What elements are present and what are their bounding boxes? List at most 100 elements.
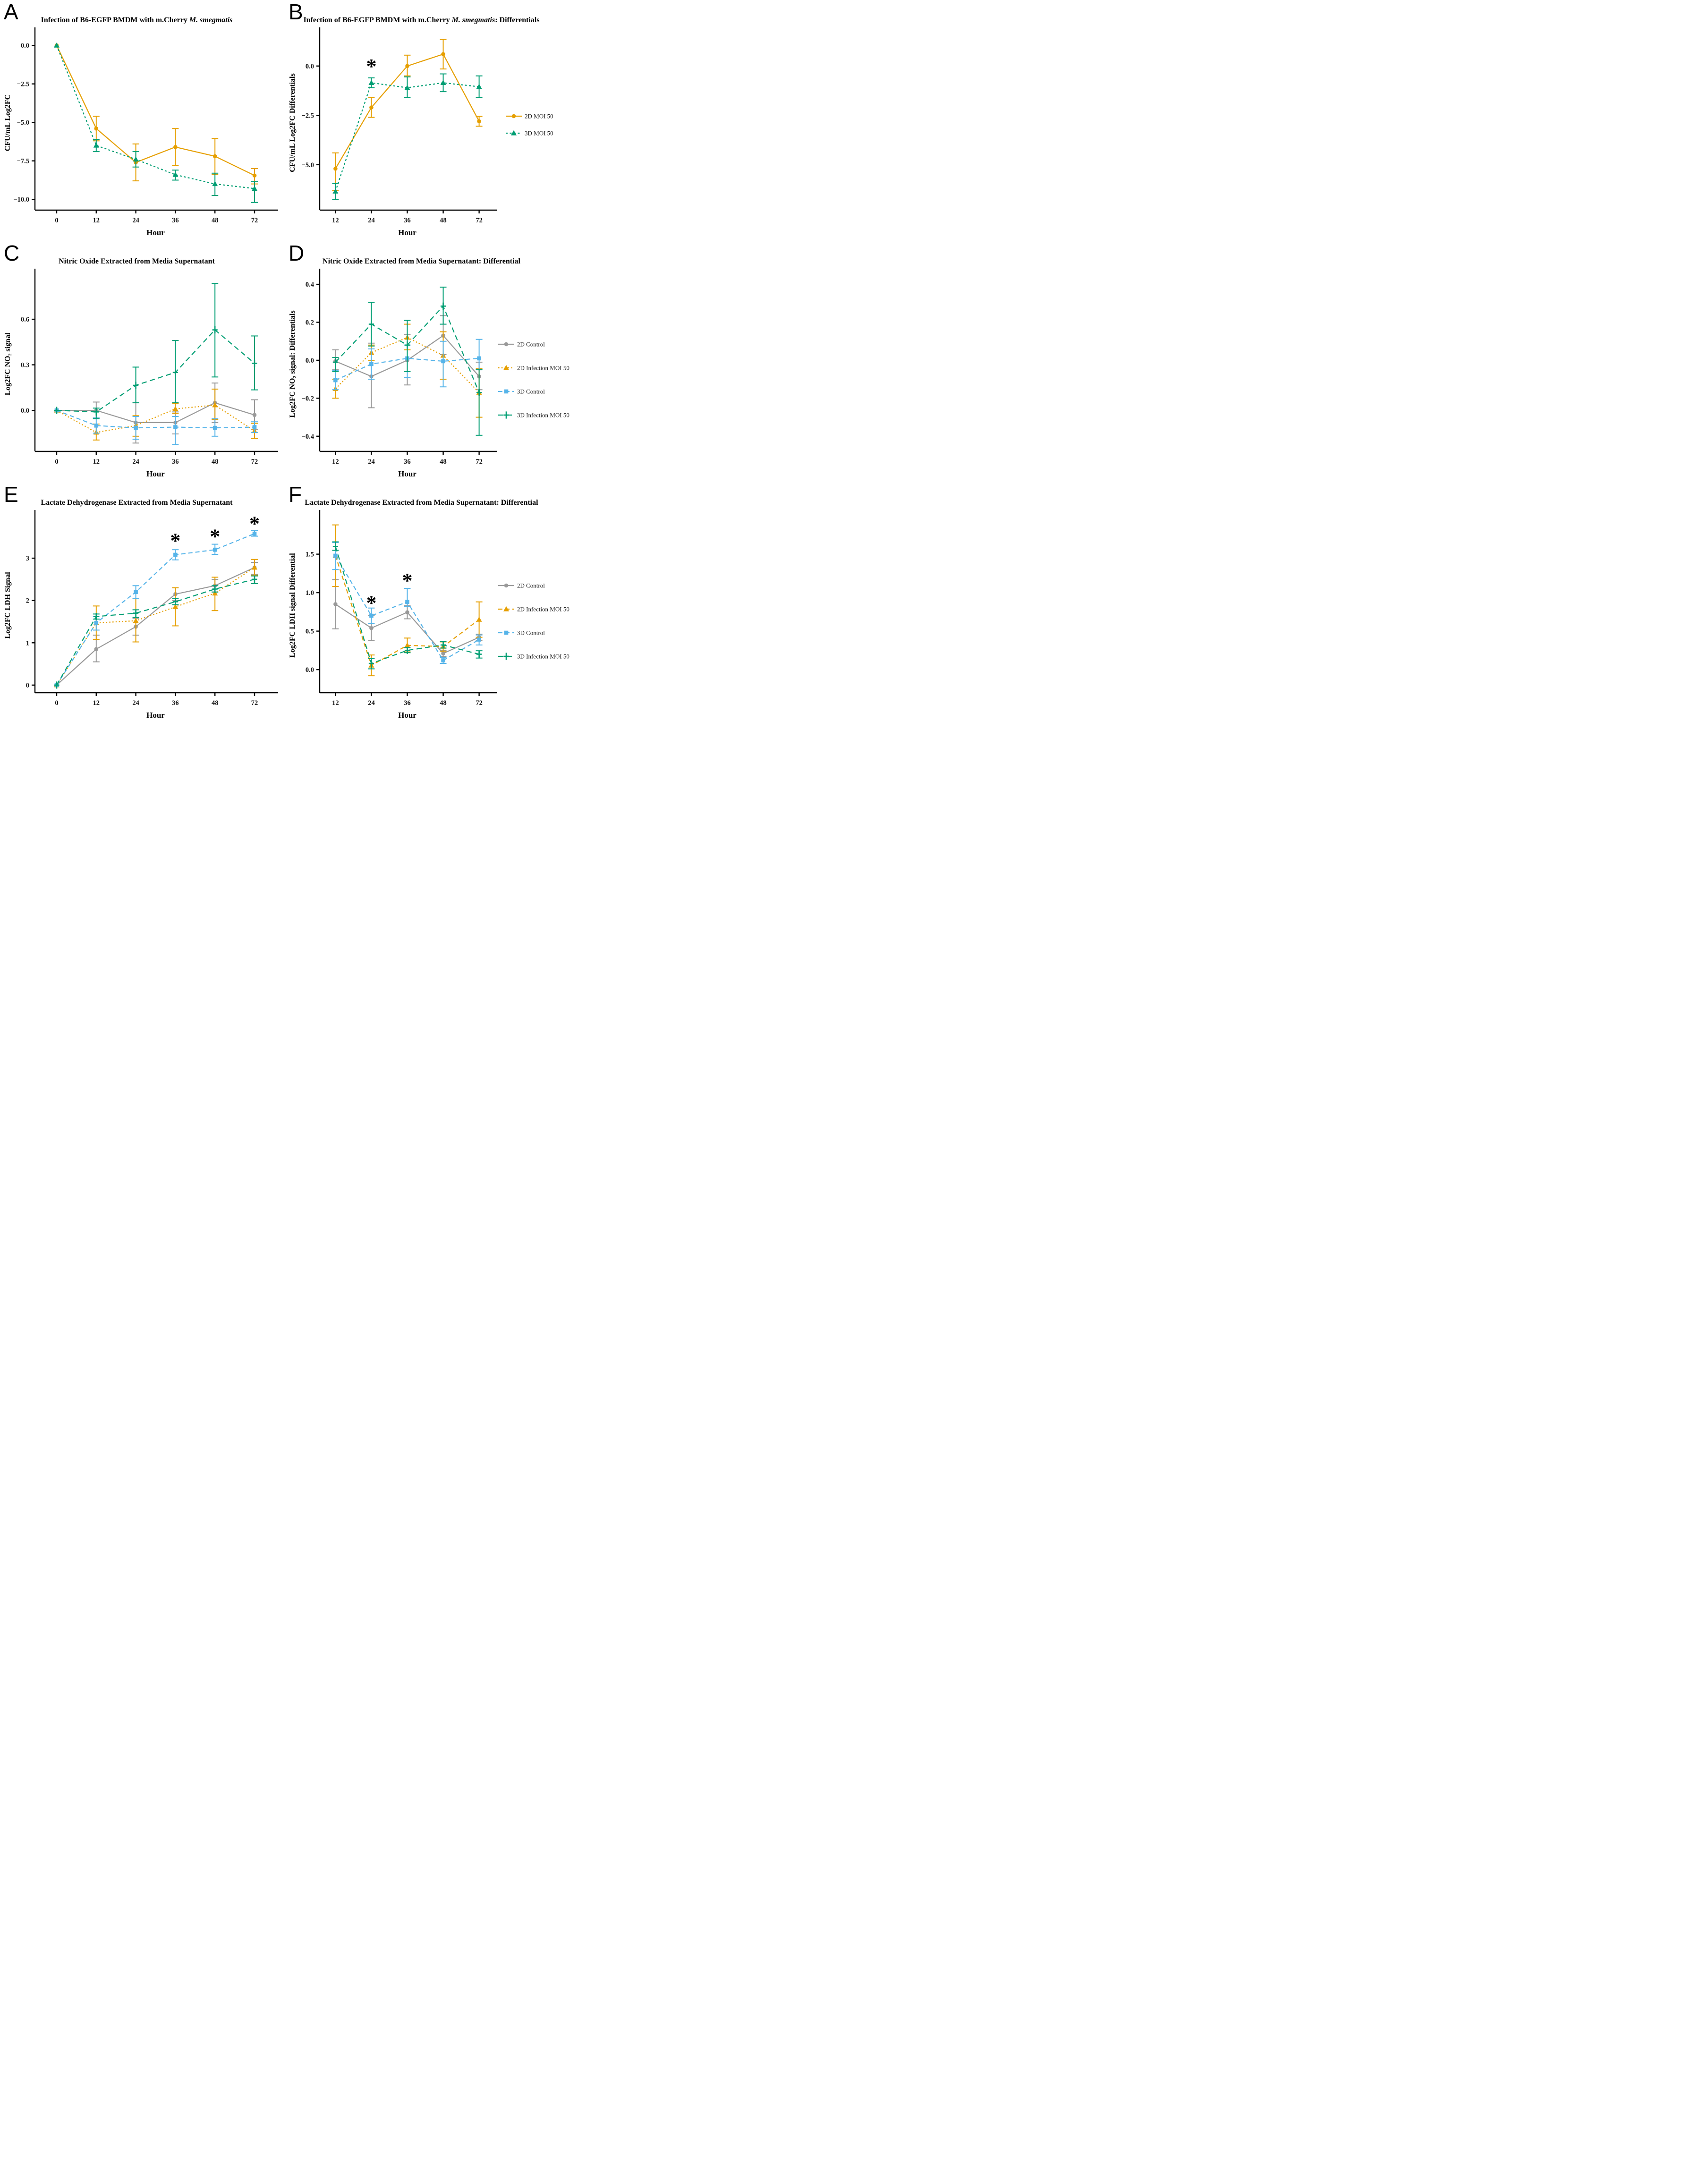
markers-3d-infection-moi-50 <box>54 326 257 416</box>
panel-f: F Lactate Dehydrogenase Extracted from M… <box>285 482 569 724</box>
marker-square <box>252 425 257 429</box>
y-tick-label: 0.0 <box>21 407 29 415</box>
panel-b: B Infection of B6-EGFP BMDM with m.Cherr… <box>285 0 569 241</box>
series-line-2d-control <box>56 402 255 423</box>
series-line-2d-infection-moi-50 <box>56 404 255 433</box>
panel-title: Nitric Oxide Extracted from Media Supern… <box>292 257 551 266</box>
x-tick-label: 12 <box>93 699 100 707</box>
legend-label: 3D Control <box>517 388 545 395</box>
panel-letter: A <box>4 0 18 24</box>
x-tick-label: 24 <box>368 699 375 707</box>
y-axis-label: CFU/mL Log2FC <box>4 94 12 152</box>
legend-item-3d-infection-moi-50: 3D Infection MOI 50 <box>498 653 569 660</box>
marker-square <box>173 425 178 429</box>
y-tick-label: 0.4 <box>306 281 314 289</box>
marker-triangle <box>172 406 178 411</box>
y-tick-label: −0.4 <box>302 433 314 441</box>
x-axis-label: Hour <box>146 711 165 720</box>
marker-square <box>212 425 217 430</box>
x-tick-label: 72 <box>251 217 258 224</box>
legend-label: 2D Control <box>517 582 545 589</box>
series-line-3d-moi-50 <box>335 82 479 192</box>
y-tick-label: −5.0 <box>302 161 314 169</box>
panel-title-suffix: : Differentials <box>495 16 540 24</box>
marker-square <box>477 356 481 361</box>
x-tick-label: 48 <box>440 699 447 707</box>
panel-letter: C <box>4 241 20 265</box>
markers-3d-moi-50 <box>332 80 482 194</box>
y-tick-label: 0.0 <box>306 357 314 365</box>
marker-triangle <box>133 156 139 162</box>
y-tick-label: 0.3 <box>21 362 29 369</box>
figure-grid: A Infection of B6-EGFP BMDM with m.Cherr… <box>0 0 569 724</box>
series-line-3d-moi-50 <box>56 45 255 189</box>
x-tick-label: 0 <box>55 699 58 707</box>
legend: 2D MOI 50 3D MOI 50 <box>506 113 553 137</box>
marker-triangle <box>252 564 258 570</box>
marker-square <box>477 637 481 642</box>
series-line-2d-control <box>56 567 255 686</box>
legend-label: 2D Infection MOI 50 <box>517 606 569 613</box>
panel-title-text: Nitric Oxide Extracted from Media Supern… <box>323 257 520 265</box>
marker-circle <box>94 647 99 652</box>
x-tick-label: 48 <box>212 458 219 466</box>
x-tick-label: 12 <box>93 217 100 224</box>
markers-2d-control <box>54 565 257 688</box>
panel-title-text: Infection of B6-EGFP BMDM with m.Cherry <box>41 16 189 24</box>
x-tick-label: 72 <box>476 217 483 224</box>
marker-triangle <box>476 84 482 89</box>
legend-item-2d-control: 2D Control <box>498 341 545 348</box>
marker-square <box>369 613 374 618</box>
x-tick-label: 0 <box>55 217 58 224</box>
series-line-3d-infection-moi-50 <box>56 329 255 413</box>
x-tick-label: 12 <box>93 458 100 466</box>
error-bars-3d-control <box>93 416 258 445</box>
legend-label: 2D Control <box>517 341 545 348</box>
panel-title: Infection of B6-EGFP BMDM with m.Cherry … <box>292 16 551 25</box>
y-tick-label: 2 <box>26 597 29 605</box>
x-axis-label: Hour <box>398 711 416 720</box>
marker-triangle <box>212 590 218 596</box>
markers-2d-infection-moi-50 <box>53 564 258 688</box>
panel-d: D Nitric Oxide Extracted from Media Supe… <box>285 241 569 483</box>
y-tick-label: −2.5 <box>302 112 314 119</box>
y-tick-label: 1.0 <box>306 589 314 597</box>
panel-title-text: Infection of B6-EGFP BMDM with m.Cherry <box>303 16 452 24</box>
marker-circle <box>405 64 409 68</box>
marker-triangle <box>252 186 258 191</box>
markers-2d-moi-50 <box>54 43 257 178</box>
x-axis-label: Hour <box>146 469 165 478</box>
marker-triangle <box>172 603 178 609</box>
legend-label: 2D Infection MOI 50 <box>517 365 569 372</box>
marker-square <box>134 590 138 594</box>
legend-item-2d-infection-moi-50: 2D Infection MOI 50 <box>498 365 569 372</box>
panel-chart: 0.0 −2.5 −5.0 12 24 36 48 72 * 2D MOI 50 3D MOI 50 <box>302 27 553 224</box>
x-tick-label: 48 <box>212 217 219 224</box>
x-tick-label: 12 <box>332 458 339 466</box>
y-tick-label: 0.0 <box>306 666 314 674</box>
legend-item-3d-infection-moi-50: 3D Infection MOI 50 <box>498 411 569 419</box>
y-tick-label: 3 <box>26 555 29 562</box>
y-tick-label: 1.5 <box>306 551 314 559</box>
significance-asterisk: * <box>366 55 376 78</box>
x-tick-label: 0 <box>55 458 58 466</box>
y-tick-label: −0.2 <box>302 395 314 402</box>
marker-square <box>441 359 445 364</box>
marker-square <box>405 600 409 604</box>
marker-square <box>333 553 338 558</box>
x-tick-label: 24 <box>132 458 139 466</box>
markers-3d-infection-moi-50 <box>332 302 482 396</box>
y-axis-label: Log2FC NO₂ signal <box>4 332 12 396</box>
series-line-3d-control <box>335 357 479 381</box>
panel-title: Infection of B6-EGFP BMDM with m.Cherry … <box>8 16 266 25</box>
x-tick-label: 36 <box>172 217 179 224</box>
x-tick-label: 12 <box>332 217 339 224</box>
marker-triangle <box>332 188 339 194</box>
marker-circle <box>252 413 257 417</box>
legend: 2D Control 2D Infection MOI 50 3D Control 3… <box>498 341 569 419</box>
error-bars-2d-moi-50 <box>332 39 483 191</box>
x-tick-label: 48 <box>212 699 219 707</box>
panel-c: C Nitric Oxide Extracted from Media Supe… <box>0 241 285 483</box>
marker-circle <box>369 105 374 110</box>
